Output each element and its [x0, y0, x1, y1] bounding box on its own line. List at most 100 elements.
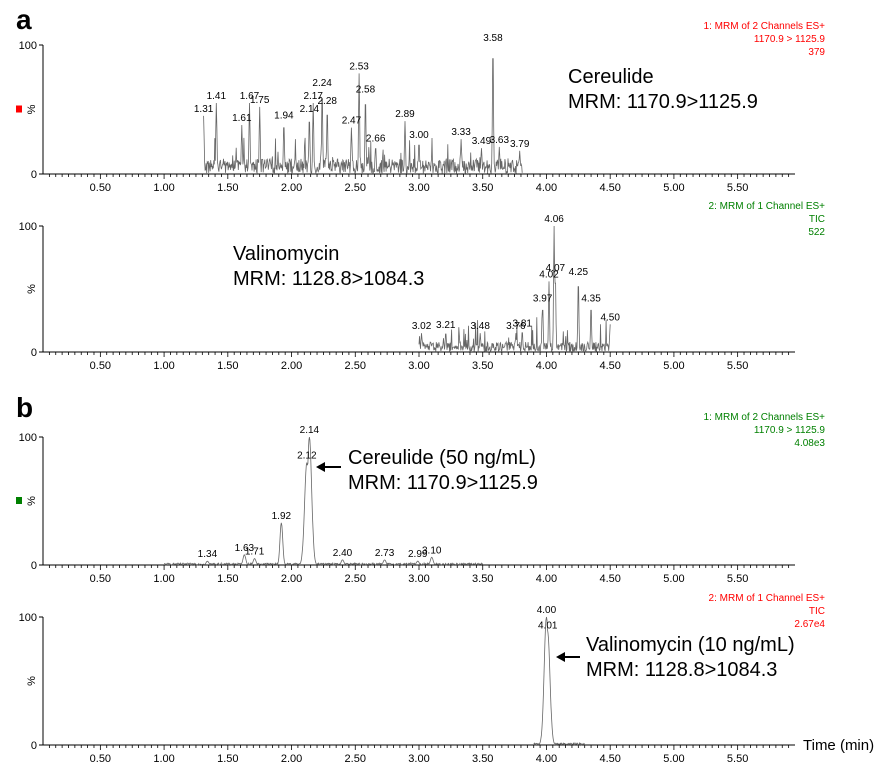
panel-label-a: a	[16, 4, 32, 35]
chart-2-ytick-label-0: 0	[31, 347, 37, 359]
chart-4-annotation-arrow-head	[556, 652, 565, 662]
chart-4-xtick-label: 0.50	[90, 753, 111, 765]
chart-3-xtick-label: 5.00	[663, 573, 684, 585]
chart-4-ytick-label-0: 0	[31, 740, 37, 752]
chart-1-peak-label: 3.63	[490, 135, 510, 146]
chart-3-xtick-label: 4.00	[536, 573, 557, 585]
chart-3-annotation-line-2: MRM: 1170.9>1125.9	[348, 472, 538, 494]
chart-2-peak-label: 4.06	[544, 214, 564, 225]
chart-1-xtick-label: 3.00	[408, 182, 429, 194]
chart-2-peak-label: 3.97	[533, 293, 553, 304]
chart-4-header-line-1: 2: MRM of 1 Channel ES+	[708, 593, 825, 604]
chart-3-xtick-label: 0.50	[90, 573, 111, 585]
chart-1-peak-label: 1.67	[240, 91, 260, 102]
chart-2-annotation-line-2: MRM: 1128.8>1084.3	[233, 268, 425, 290]
chart-1-xtick-label: 4.00	[536, 182, 557, 194]
chart-1-header-line-3: 379	[808, 47, 825, 58]
chart-3-peak-label: 1.92	[272, 511, 292, 522]
chart-3-peak-label: 2.73	[375, 548, 395, 559]
chart-4-xtick-label: 1.50	[217, 753, 238, 765]
chart-2-xtick-label: 1.00	[153, 360, 174, 372]
chart-3-xtick-label: 5.50	[727, 573, 748, 585]
chart-3-peak-label: 2.12	[297, 451, 317, 462]
chart-3-peak-label: 1.63	[235, 543, 255, 554]
chart-3-peak-label: 2.14	[300, 425, 320, 436]
chart-1-xtick-label: 2.50	[345, 182, 366, 194]
chart-2-header-line-1: 2: MRM of 1 Channel ES+	[708, 201, 825, 212]
chart-1-peak-label: 2.89	[395, 109, 415, 120]
chart-1-peak-label: 3.79	[510, 139, 530, 150]
chart-4-xtick-label: 3.00	[408, 753, 429, 765]
chart-4-xtick-label: 5.50	[727, 753, 748, 765]
chart-1-annotation: Cereulide MRM: 1170.9>1125.9	[568, 65, 758, 115]
chart-2-peak-label: 3.02	[412, 321, 432, 332]
chart-2-annotation: Valinomycin MRM: 1128.8>1084.3	[233, 242, 424, 292]
chart-1-peak-label: 2.53	[349, 61, 369, 72]
chart-3-xtick-label: 1.50	[217, 573, 238, 585]
chart-4-header-line-2: TIC	[808, 606, 825, 617]
chart-1-peak-label: 3.58	[483, 33, 503, 44]
chart-4-header-line-3: 2.67e4	[794, 619, 825, 630]
chart-1-peak-label: 3.33	[451, 127, 471, 138]
chart-4-trace	[533, 616, 586, 747]
chart-3-peak-label: 1.34	[198, 549, 218, 560]
chart-4-header: 2: MRM of 1 Channel ES+ TIC 2.67e4	[709, 592, 825, 631]
chart-2-xtick-label: 3.00	[408, 360, 429, 372]
chart-1-channel-marker	[16, 105, 22, 113]
chart-3-annotation-line-1: Cereulide (50 ng/mL)	[348, 447, 536, 469]
chart-3-annotation: Cereulide (50 ng/mL) MRM: 1170.9>1125.9	[348, 446, 538, 496]
chart-1-header: 1: MRM of 2 Channels ES+ 1170.9 > 1125.9…	[704, 20, 825, 59]
chart-2-peak-label: 3.48	[470, 321, 490, 332]
chart-3-peak-label: 3.10	[422, 545, 442, 556]
chart-4-xtick-label: 4.50	[599, 753, 620, 765]
chart-2-y-axis-label: %	[26, 284, 38, 294]
chart-2-xtick-label: 1.50	[217, 360, 238, 372]
chart-4-xtick-label: 2.50	[345, 753, 366, 765]
chart-3-header-line-2: 1170.9 > 1125.9	[753, 425, 825, 436]
chart-3-xtick-label: 4.50	[599, 573, 620, 585]
chart-1-xtick-label: 1.00	[153, 182, 174, 194]
chart-1-peak-label: 2.28	[317, 96, 337, 107]
chart-2-peak-label: 3.76	[506, 321, 526, 332]
chart-4-annotation-line-2: MRM: 1128.8>1084.3	[586, 659, 778, 681]
chart-1-ytick-label-100: 100	[19, 40, 37, 52]
chart-4-xtick-label: 1.00	[153, 753, 174, 765]
chart-2-xtick-label: 4.50	[599, 360, 620, 372]
chart-3-trace	[164, 436, 484, 567]
chart-4-y-axis-label: %	[26, 676, 38, 686]
chart-1-xtick-label: 5.00	[663, 182, 684, 194]
chart-4-annotation-line-1: Valinomycin (10 ng/mL)	[586, 634, 795, 656]
chart-2-header-line-2: TIC	[808, 214, 825, 225]
chart-2-ytick-label-100: 100	[19, 221, 37, 233]
chart-1-trace	[203, 58, 523, 176]
chart-1-peak-label: 1.41	[207, 91, 227, 102]
chart-2-xtick-label: 0.50	[90, 360, 111, 372]
chart-1-peak-label: 3.00	[409, 130, 429, 141]
chart-2-header: 2: MRM of 1 Channel ES+ TIC 522	[709, 200, 825, 239]
chart-1-header-line-1: 1: MRM of 2 Channels ES+	[703, 21, 825, 32]
chart-1-annotation-line-2: MRM: 1170.9>1125.9	[568, 91, 758, 113]
chart-3-header-line-1: 1: MRM of 2 Channels ES+	[703, 412, 825, 423]
chart-1-peak-label: 2.14	[300, 104, 320, 115]
chart-1-peak-label: 1.61	[232, 113, 252, 124]
chart-3-peak-label: 2.40	[333, 548, 353, 559]
chart-3-header-line-3: 4.08e3	[794, 438, 825, 449]
chart-1-peak-label: 1.94	[274, 110, 294, 121]
chart-4-peak-label: 4.00	[537, 605, 557, 616]
chart-2-peak-label: 4.07	[546, 263, 566, 274]
chart-1-header-line-2: 1170.9 > 1125.9	[753, 34, 825, 45]
chart-1-xtick-label: 2.00	[281, 182, 302, 194]
chart-2-xtick-label: 5.00	[663, 360, 684, 372]
x-axis-label: Time (min)	[803, 737, 875, 754]
chart-1-y-axis-label: %	[26, 104, 38, 114]
chart-2-peak-label: 4.25	[569, 267, 589, 278]
chart-2-peak-label: 4.35	[581, 293, 601, 304]
chart-1-peak-label: 2.17	[303, 91, 323, 102]
chart-1-annotation-line-1: Cereulide	[568, 66, 654, 88]
chart-3-xtick-label: 3.00	[408, 573, 429, 585]
chart-1-xtick-label: 5.50	[727, 182, 748, 194]
chart-2-peak-label: 3.81	[513, 319, 533, 330]
chart-1-peak-label: 1.31	[194, 104, 214, 115]
